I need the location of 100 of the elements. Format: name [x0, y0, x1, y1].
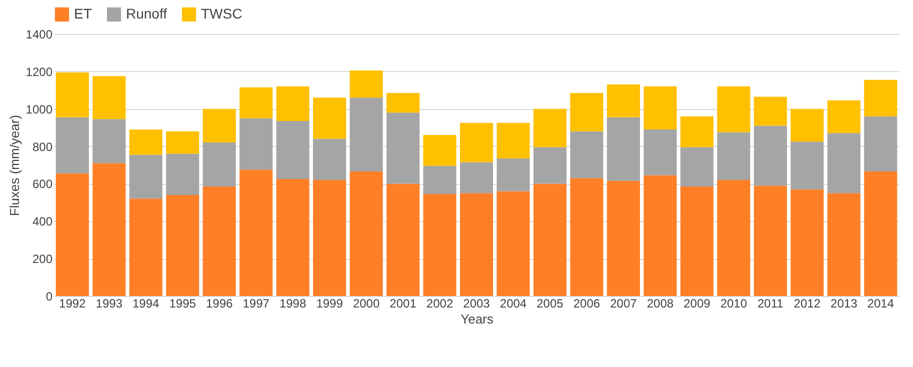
- x-tick-label: 2005: [536, 296, 564, 310]
- bar: [92, 76, 126, 120]
- x-tick-label: 1994: [132, 296, 160, 310]
- bar: [790, 108, 824, 142]
- bar: [570, 178, 604, 296]
- bar: [386, 112, 420, 184]
- x-tick-label: 1998: [279, 296, 306, 310]
- bar: [350, 172, 383, 296]
- bar: [717, 180, 750, 296]
- bar: [790, 189, 824, 296]
- bar: [129, 198, 162, 296]
- bar: [827, 193, 860, 296]
- y-tick-label: 1400: [26, 28, 53, 42]
- bar: [606, 180, 640, 296]
- y-axis-title: Fluxes (mm/year): [6, 114, 22, 216]
- legend-label: ET: [74, 5, 92, 22]
- bar: [460, 162, 494, 194]
- x-tick-label: 2010: [720, 296, 748, 310]
- bar: [790, 142, 824, 190]
- bar: [717, 132, 750, 180]
- bar: [644, 129, 677, 176]
- x-tick-label: 2000: [352, 296, 380, 310]
- bar: [827, 133, 860, 194]
- x-tick-label: 2013: [830, 296, 858, 310]
- bar: [460, 122, 494, 162]
- bar: [533, 108, 567, 148]
- x-tick-label: 1996: [206, 296, 233, 310]
- x-tick-label: 2014: [867, 296, 894, 310]
- bar: [313, 138, 346, 180]
- x-tick-label: 1992: [59, 296, 86, 310]
- y-tick-label: 1000: [26, 102, 53, 116]
- x-tick-label: 2012: [794, 296, 821, 310]
- bar: [864, 116, 898, 172]
- bar: [313, 180, 346, 296]
- bar: [240, 87, 273, 118]
- y-tick-label: 0: [46, 290, 53, 304]
- bar: [166, 131, 200, 154]
- bar: [386, 184, 420, 296]
- bar: [644, 86, 677, 130]
- bar: [276, 179, 310, 296]
- bar: [56, 72, 89, 118]
- bar: [240, 170, 273, 296]
- bar: [754, 126, 787, 186]
- x-tick-label: 2002: [426, 296, 454, 310]
- x-tick-label: 2011: [758, 296, 784, 310]
- y-tick-label: 400: [32, 214, 53, 229]
- x-tick-label: 2001: [390, 296, 417, 310]
- x-tick-label: 2004: [500, 296, 527, 310]
- x-tick-label: 2009: [684, 296, 711, 310]
- x-tick-label: 1995: [169, 296, 196, 310]
- bar: [56, 117, 89, 174]
- bar: [606, 84, 640, 118]
- bar: [313, 98, 346, 139]
- bar: [129, 154, 162, 199]
- bar: [864, 172, 898, 296]
- legend-label: Runoff: [126, 5, 168, 22]
- x-tick-label: 1997: [242, 296, 270, 310]
- y-tick-label: 200: [32, 252, 53, 266]
- y-tick-label: 800: [32, 140, 53, 154]
- bar: [129, 129, 162, 155]
- x-tick-label: 2007: [610, 296, 638, 310]
- bar: [644, 175, 677, 296]
- bar: [570, 131, 604, 178]
- x-tick-label: 2006: [573, 296, 600, 310]
- bar: [606, 117, 640, 181]
- x-tick-label: 1993: [96, 296, 123, 310]
- legend-label: TWSC: [201, 5, 242, 22]
- bar: [92, 119, 126, 164]
- bar: [423, 194, 456, 296]
- bar: [680, 147, 714, 187]
- y-tick-label: 1200: [26, 64, 53, 79]
- bar: [350, 70, 383, 98]
- bar: [460, 193, 494, 296]
- x-tick-label: 2008: [646, 296, 674, 310]
- bar: [276, 121, 310, 180]
- y-tick-label: 600: [32, 177, 53, 192]
- bar: [386, 92, 420, 113]
- bar: [570, 92, 604, 132]
- bar: [717, 86, 750, 132]
- bar: [276, 86, 310, 122]
- bar: [202, 142, 236, 187]
- bar: [754, 96, 787, 126]
- bar: [240, 118, 273, 170]
- bar: [202, 186, 236, 296]
- bar: [496, 191, 530, 296]
- bar: [496, 158, 530, 192]
- bar: [423, 166, 456, 194]
- bar: [166, 194, 200, 296]
- bar: [533, 184, 567, 296]
- bar: [350, 98, 383, 172]
- bar: [56, 173, 89, 296]
- bar: [423, 135, 456, 166]
- bar: [92, 163, 126, 296]
- x-tick-label: 2003: [463, 296, 490, 310]
- bar: [864, 80, 898, 116]
- bar: [827, 100, 860, 134]
- bar: [202, 108, 236, 143]
- bar: [680, 186, 714, 296]
- bar: [754, 186, 787, 296]
- x-tick-label: 1999: [316, 296, 344, 310]
